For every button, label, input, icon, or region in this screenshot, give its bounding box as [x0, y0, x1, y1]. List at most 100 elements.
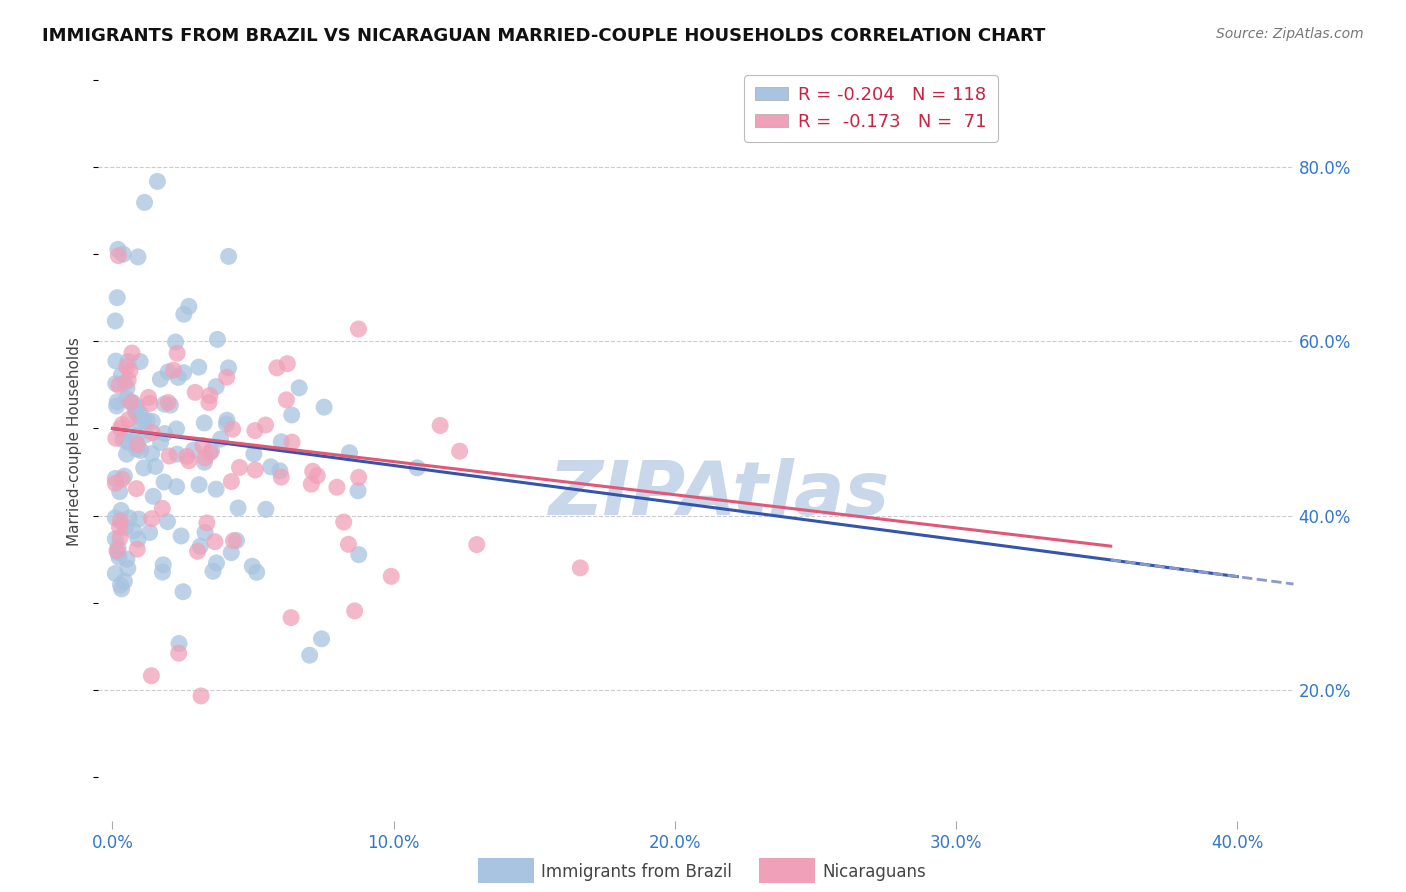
Point — [104, 532, 127, 546]
Point — [104, 354, 127, 368]
Point — [307, 468, 329, 483]
Point — [118, 412, 141, 426]
Point — [128, 408, 150, 422]
Point — [115, 381, 138, 395]
Point — [152, 558, 174, 572]
Point — [205, 482, 228, 496]
Point — [215, 417, 238, 431]
Point — [120, 426, 142, 441]
Point — [117, 561, 139, 575]
Point — [149, 372, 172, 386]
Point — [105, 394, 128, 409]
Point — [110, 368, 132, 383]
Point — [141, 425, 163, 440]
Point — [107, 243, 129, 257]
Point — [173, 366, 195, 380]
Point — [347, 483, 370, 498]
Point — [108, 378, 131, 392]
Point — [187, 360, 209, 375]
Point — [465, 538, 488, 552]
Point — [194, 450, 217, 465]
Point — [138, 391, 160, 405]
Point — [125, 400, 148, 414]
Point — [108, 550, 131, 565]
Point — [110, 503, 132, 517]
Point — [127, 438, 149, 452]
Point — [270, 470, 292, 484]
Point — [105, 543, 128, 558]
Point — [125, 482, 148, 496]
Point — [129, 443, 152, 458]
Point — [112, 469, 135, 483]
Point — [112, 247, 135, 261]
Point — [288, 381, 311, 395]
Point — [246, 566, 269, 580]
Point — [104, 431, 127, 445]
Point — [104, 376, 127, 391]
Text: IMMIGRANTS FROM BRAZIL VS NICARAGUAN MARRIED-COUPLE HOUSEHOLDS CORRELATION CHART: IMMIGRANTS FROM BRAZIL VS NICARAGUAN MAR… — [42, 27, 1046, 45]
Point — [221, 422, 243, 436]
Point — [343, 604, 366, 618]
Point — [243, 447, 266, 461]
Text: Immigrants from Brazil: Immigrants from Brazil — [541, 863, 733, 881]
Point — [108, 520, 131, 534]
Point — [205, 556, 228, 570]
Point — [569, 561, 592, 575]
Point — [311, 632, 333, 646]
Point — [107, 249, 129, 263]
Point — [110, 514, 132, 528]
Point — [190, 689, 212, 703]
Point — [177, 453, 200, 467]
Point — [170, 529, 193, 543]
Point — [134, 195, 156, 210]
Point — [204, 534, 226, 549]
Point — [406, 460, 429, 475]
Point — [184, 385, 207, 400]
Point — [200, 443, 222, 458]
Point — [228, 460, 250, 475]
Point — [167, 636, 190, 650]
Point — [347, 322, 370, 336]
Point — [165, 334, 187, 349]
Point — [299, 477, 322, 491]
Text: Source: ZipAtlas.com: Source: ZipAtlas.com — [1216, 27, 1364, 41]
Point — [105, 399, 128, 413]
Point — [121, 395, 143, 409]
Point — [108, 484, 131, 499]
Point — [129, 407, 152, 421]
Point — [314, 400, 336, 414]
Point — [225, 533, 247, 548]
Point — [347, 470, 370, 484]
Point — [117, 435, 139, 450]
Point — [332, 515, 354, 529]
Point — [339, 446, 361, 460]
Point — [193, 416, 215, 430]
Legend: R = -0.204   N = 118, R =  -0.173   N =  71: R = -0.204 N = 118, R = -0.173 N = 71 — [744, 75, 998, 142]
Point — [326, 480, 349, 494]
Point — [159, 398, 181, 412]
Point — [298, 648, 321, 663]
Point — [104, 314, 127, 328]
Point — [110, 578, 132, 592]
Point — [167, 646, 190, 660]
Point — [167, 370, 190, 384]
Point — [111, 472, 134, 486]
Point — [111, 582, 134, 596]
Point — [122, 524, 145, 538]
Point — [162, 363, 184, 377]
Point — [128, 512, 150, 526]
Point — [132, 414, 155, 428]
Point — [191, 439, 214, 453]
Point — [269, 464, 291, 478]
Point — [136, 413, 159, 427]
Point — [138, 525, 160, 540]
Point — [187, 544, 209, 558]
Point — [301, 464, 323, 478]
Point — [114, 520, 136, 534]
Point — [117, 354, 139, 368]
Point — [115, 359, 138, 374]
Point — [150, 501, 173, 516]
Point — [118, 364, 141, 378]
Point — [177, 299, 200, 313]
Point — [254, 502, 277, 516]
